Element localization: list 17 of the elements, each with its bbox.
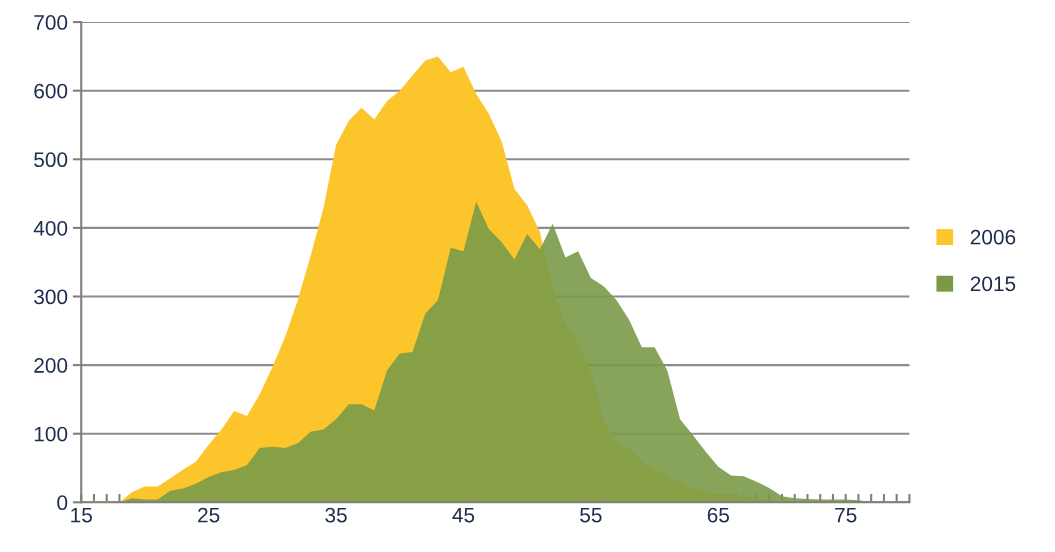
x-tick-label: 65 <box>707 507 730 523</box>
legend-label: 2015 <box>970 276 1016 292</box>
x-tick-label: 75 <box>835 507 857 523</box>
y-tick-label: 0 <box>57 495 68 511</box>
y-tick-label: 400 <box>33 220 68 236</box>
x-tick-label: 45 <box>452 507 475 523</box>
x-tick-label: 55 <box>580 507 602 523</box>
y-tick-label: 500 <box>34 152 68 168</box>
x-tick-label: 15 <box>71 507 92 523</box>
y-tick-label: 600 <box>34 83 68 99</box>
y-tick-label: 100 <box>34 426 68 442</box>
legend-label: 2006 <box>970 229 1016 245</box>
x-tick-label: 25 <box>198 507 220 523</box>
y-tick-label: 300 <box>34 289 68 305</box>
y-tick-label: 200 <box>34 358 68 373</box>
x-tick-label: 35 <box>325 507 347 523</box>
y-tick-label: 700 <box>34 15 68 30</box>
